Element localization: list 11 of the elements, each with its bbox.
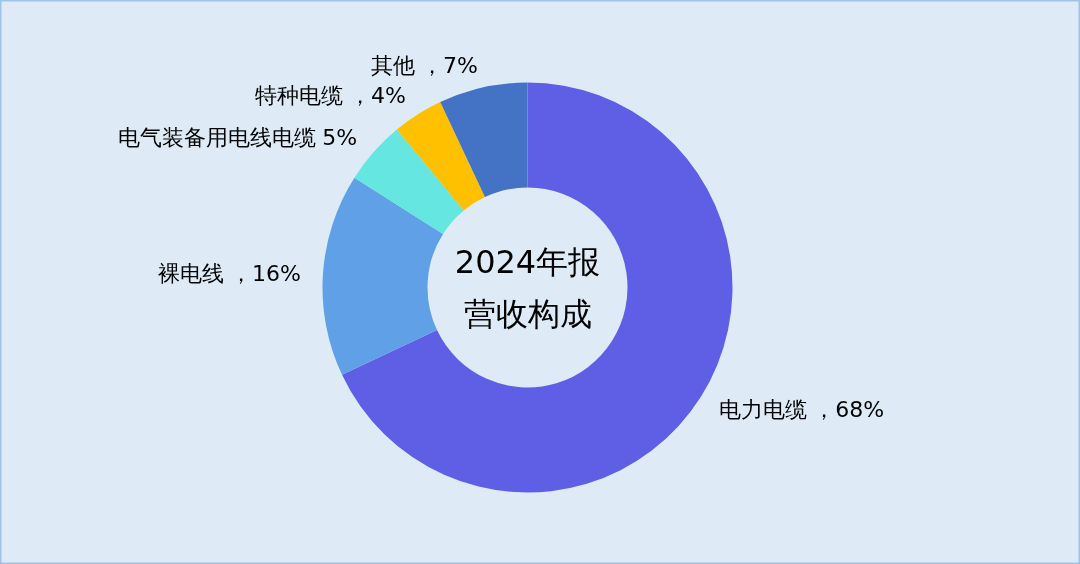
data-label: ，16% [229,260,301,286]
data-label: 5% [322,124,358,150]
slice-label: 其他 [371,53,415,79]
data-label: ，4% [348,83,406,109]
slice-label: 特种电缆 [254,83,343,109]
data-label: ，7% [421,53,478,79]
text: 2024年报营收构成 [454,242,601,333]
slice-label: 电力电缆 [719,396,808,422]
data-label: ，68% [813,396,885,422]
slice-label: 裸电线 [157,260,224,286]
slice-label: 电气装备用电线电缆 [118,124,317,150]
